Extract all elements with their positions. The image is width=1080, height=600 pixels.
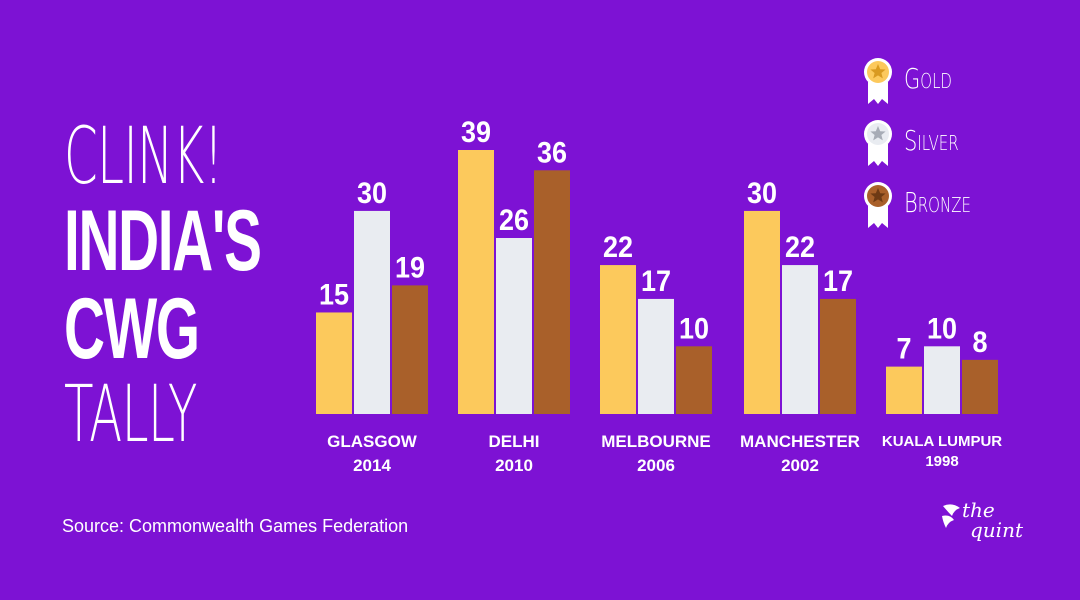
headline-line-3: CWG xyxy=(64,281,200,377)
bar-silver xyxy=(496,238,532,414)
data-label-silver: 30 xyxy=(357,177,387,210)
gold-medal-icon xyxy=(864,58,892,104)
data-label-bronze: 17 xyxy=(823,265,853,298)
bar-bronze xyxy=(820,298,856,414)
data-label-gold: 7 xyxy=(897,333,912,366)
bar-gold xyxy=(886,366,922,414)
category-label: MANCHESTER xyxy=(740,432,860,451)
logo-text-quint: quint xyxy=(970,518,1023,542)
headline: CLINK! INDIA'S CWG TALLY xyxy=(64,118,294,454)
bar-bronze xyxy=(962,359,998,414)
bar-silver xyxy=(354,210,390,414)
bar-bronze xyxy=(676,346,712,414)
bar-gold xyxy=(458,150,494,414)
bar-gold xyxy=(600,265,636,414)
bronze-medal-icon xyxy=(864,182,892,228)
bar-silver xyxy=(638,298,674,414)
bar-group-kuala-lumpur: 7 10 8 KUALA LUMPUR 1998 xyxy=(882,312,1002,470)
data-label-gold: 15 xyxy=(319,278,349,311)
quint-quote-icon xyxy=(942,504,960,528)
data-label-gold: 22 xyxy=(603,231,633,264)
bar-bronze xyxy=(534,170,570,414)
bar-group-glasgow: 15 30 19 GLASGOW 2014 xyxy=(316,177,428,475)
headline-line-4: TALLY xyxy=(64,370,197,460)
silver-medal-icon xyxy=(864,120,892,166)
data-label-gold: 30 xyxy=(747,177,777,210)
data-label-silver: 10 xyxy=(927,312,957,345)
category-label: MELBOURNE xyxy=(601,432,711,451)
legend-label-bronze: Bronze xyxy=(904,186,971,219)
legend-item-bronze: Bronze xyxy=(860,180,1000,230)
category-year-label: 2014 xyxy=(353,456,391,475)
legend-label-gold: Gold xyxy=(904,62,952,95)
bar-silver xyxy=(924,346,960,414)
category-year-label: 2010 xyxy=(495,456,533,475)
category-label: KUALA LUMPUR xyxy=(882,433,1002,450)
bar-group-delhi: 39 26 36 DELHI 2010 xyxy=(458,116,570,475)
legend-label-silver: Silver xyxy=(904,124,959,157)
data-label-bronze: 19 xyxy=(395,251,425,284)
bar-gold xyxy=(316,312,352,414)
data-label-silver: 17 xyxy=(641,265,671,298)
data-label-gold: 39 xyxy=(461,116,491,149)
source-note: Source: Commonwealth Games Federation xyxy=(62,516,409,536)
category-year-label: 1998 xyxy=(925,453,958,470)
data-label-silver: 22 xyxy=(785,231,815,264)
logo-text-the: the xyxy=(962,498,995,522)
legend-item-gold: Gold xyxy=(860,56,1000,106)
bar-bronze xyxy=(392,285,428,414)
data-label-bronze: 10 xyxy=(679,312,709,345)
headline-line-1: CLINK! xyxy=(64,112,223,202)
the-quint-logo: the quint xyxy=(940,500,1050,550)
bar-silver xyxy=(782,265,818,414)
legend-item-silver: Silver xyxy=(860,118,1000,168)
category-label: DELHI xyxy=(489,432,540,451)
data-label-bronze: 8 xyxy=(973,326,988,359)
data-label-bronze: 36 xyxy=(537,136,567,169)
category-label: GLASGOW xyxy=(327,432,418,451)
category-year-label: 2006 xyxy=(637,456,675,475)
data-label-silver: 26 xyxy=(499,204,529,237)
category-year-label: 2002 xyxy=(781,456,819,475)
bar-gold xyxy=(744,210,780,414)
